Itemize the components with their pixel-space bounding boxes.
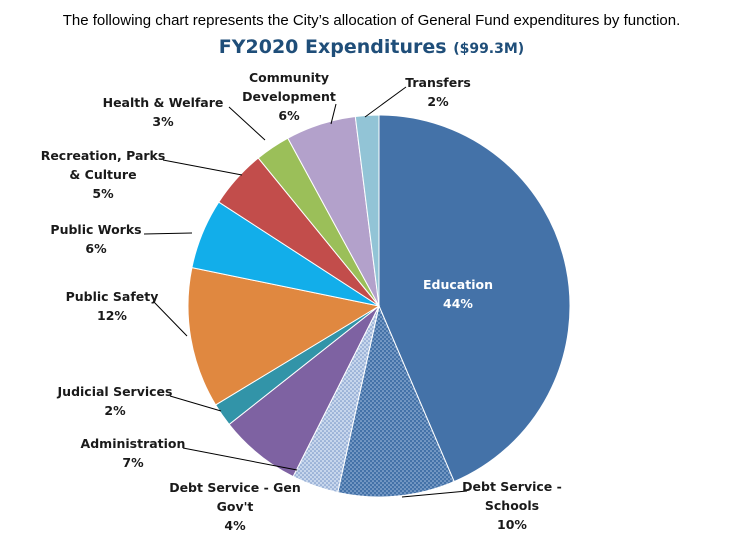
slice-label-recreation-parks-culture: Recreation, Parks & Culture 5% (41, 148, 166, 201)
slice-labels: Education 44% Debt Service -Schools 10% Debt… (41, 70, 562, 533)
slice-label-community-development: Community Development 6% (242, 70, 336, 123)
slice-label-public-safety: Public Safety 12% (66, 289, 159, 323)
slice-label-public-works: Public Works 6% (50, 222, 141, 256)
pie-slice-public-safety (187, 267, 381, 406)
pie-slice-education (378, 114, 571, 483)
leader-line (162, 159, 243, 176)
intro-text: The following chart represents the City’… (62, 12, 681, 29)
leader-line (143, 232, 193, 235)
pie-slice-debt-service-schools (337, 304, 455, 498)
slice-label-health-welfare: Health & Welfare 3% (103, 95, 224, 129)
leader-line (228, 106, 266, 141)
leader-line (182, 447, 298, 471)
slice-label-debt-service-schools: Debt Service -Schools 10% (462, 479, 562, 532)
leader-line (364, 86, 407, 118)
slice-label-debt-service-gen-gov-t: Debt Service - Gen Gov't 4% (169, 480, 301, 533)
chart-title: FY2020 Expenditures ($99.3M) (0, 36, 743, 58)
pie-slices (187, 114, 571, 498)
slice-label-education: Education 44% (423, 277, 493, 311)
chart-title-main: FY2020 Expenditures (218, 36, 447, 58)
leader-line (330, 103, 337, 125)
slice-label-transfers: Transfers 2% (405, 75, 471, 109)
leader-line (169, 395, 222, 412)
leader-lines (143, 86, 468, 498)
leader-line (152, 300, 188, 337)
slice-label-administration: Administration 7% (81, 436, 186, 470)
slice-label-judicial-services: Judicial Services 2% (57, 384, 173, 418)
leader-line (401, 490, 468, 498)
chart-title-sub: ($99.3M) (453, 41, 525, 57)
